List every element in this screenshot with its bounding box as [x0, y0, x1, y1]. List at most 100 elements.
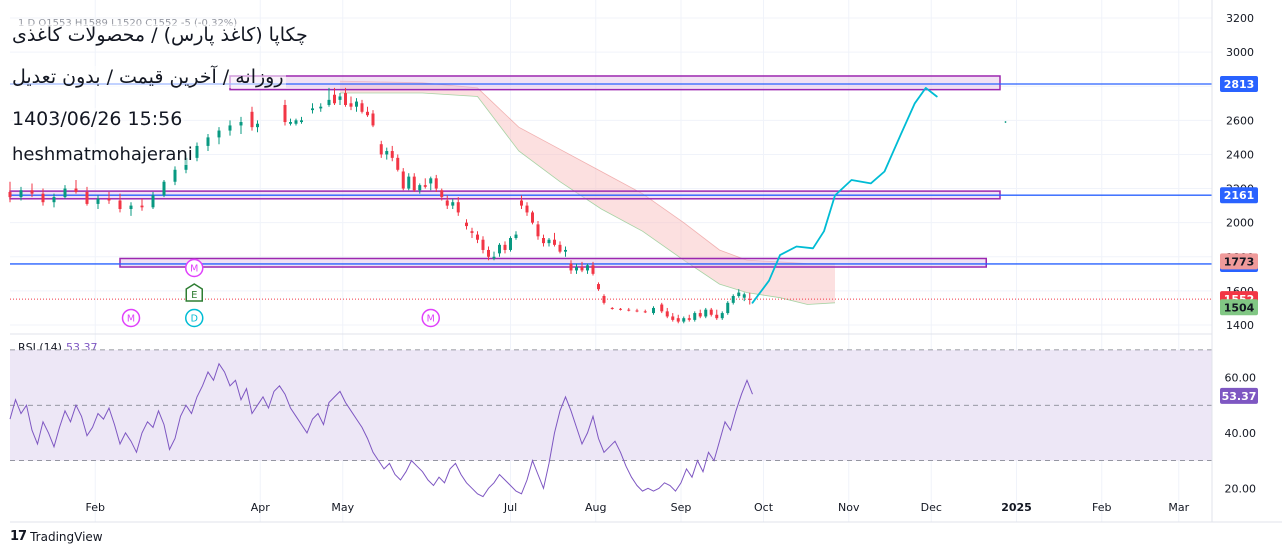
resistance-zone[interactable]: [119, 257, 987, 268]
candle-body: [283, 104, 287, 123]
candle-body: [360, 103, 364, 112]
event-marker-d[interactable]: D: [185, 308, 204, 328]
event-label: M: [127, 314, 135, 325]
candle-body: [737, 292, 741, 297]
candle-body: [333, 94, 336, 104]
candle-body: [429, 178, 433, 184]
candle-body: [547, 239, 551, 244]
candle-body: [520, 200, 523, 206]
candle-body: [610, 307, 614, 309]
price-axis-badge[interactable]: 1504: [1220, 299, 1258, 316]
candle-body: [41, 193, 45, 203]
event-marker-m[interactable]: M: [421, 308, 440, 328]
candle-body: [558, 244, 562, 252]
candle-body: [355, 101, 358, 107]
candle-body: [531, 212, 534, 223]
time-axis-tick[interactable]: Sep: [671, 501, 692, 514]
ohlc-legend: 1 D O1553 H1589 L1520 C1552 -5 (-0.32%): [18, 18, 237, 29]
candle-body: [742, 294, 746, 298]
candle-body: [602, 296, 606, 303]
candle-body: [597, 284, 600, 290]
symbol-title: چکاپا (کاغذ پارس) / محصولات کاغذی: [10, 24, 310, 46]
candle-body: [726, 302, 730, 314]
rsi-axis-tick[interactable]: 60.00: [1225, 372, 1257, 385]
time-axis-tick[interactable]: Oct: [754, 501, 774, 514]
event-marker-m[interactable]: M: [185, 258, 204, 278]
candle-body: [63, 188, 67, 198]
time-axis-tick[interactable]: May: [331, 501, 354, 514]
time-axis-tick[interactable]: 2025: [1001, 501, 1032, 514]
price-axis-badge[interactable]: 1773: [1220, 253, 1258, 270]
axes[interactable]: 1400160018002000220024002600280030003200…: [10, 0, 1282, 523]
candle-body: [162, 181, 166, 196]
candle-body: [418, 185, 422, 191]
earnings-event-shape: [185, 283, 203, 302]
resistance-zone[interactable]: [229, 75, 1001, 91]
candle-body: [74, 188, 78, 192]
candle-body: [385, 151, 389, 155]
candle-body: [206, 137, 210, 146]
price-axis-tick[interactable]: 2600: [1226, 114, 1254, 127]
candle-body: [327, 99, 331, 105]
price-axis-tick[interactable]: 3000: [1226, 46, 1254, 59]
candle-body: [239, 122, 243, 126]
candle-body: [498, 244, 501, 254]
candle-body: [173, 169, 177, 182]
candle-body: [720, 313, 724, 319]
candle-body: [434, 178, 438, 189]
candle-body: [294, 120, 298, 124]
candle-body: [338, 96, 342, 100]
time-axis-tick[interactable]: Aug: [585, 501, 606, 514]
cloud-upper-line: [339, 80, 835, 264]
candle-body: [591, 265, 595, 274]
rsi-pane[interactable]: RSI (14) 53.37: [9, 341, 1212, 498]
candle-body: [445, 200, 449, 206]
time-axis-tick[interactable]: Feb: [86, 501, 105, 514]
candle-body: [487, 249, 490, 257]
candle-body: [514, 234, 518, 239]
candle-body: [465, 222, 468, 227]
badge-background: [1220, 253, 1258, 270]
event-m-circle: [421, 308, 440, 328]
candle-body: [586, 265, 589, 271]
candle-body: [300, 120, 303, 123]
candle-body: [536, 224, 540, 237]
candle-body: [476, 234, 479, 240]
candle-body: [30, 190, 34, 194]
time-axis-tick[interactable]: Nov: [838, 501, 860, 514]
candle-body: [118, 200, 122, 210]
price-axis-badge[interactable]: 2813: [1220, 76, 1258, 93]
time-axis-tick[interactable]: Dec: [921, 501, 942, 514]
badge-label: 2161: [1224, 189, 1255, 202]
price-axis-tick[interactable]: 1400: [1226, 319, 1254, 332]
time-axis-tick[interactable]: Jul: [503, 501, 517, 514]
candle-body: [319, 106, 323, 109]
time-axis-tick[interactable]: Feb: [1092, 501, 1111, 514]
event-marker-m[interactable]: M: [121, 308, 141, 328]
candle-body: [289, 122, 292, 124]
tradingview-logo[interactable]: 17 TradingView: [10, 529, 103, 544]
candle-body: [151, 195, 155, 208]
event-label: D: [191, 314, 198, 325]
rsi-axis-tick[interactable]: 40.00: [1225, 427, 1257, 440]
price-axis-tick[interactable]: 2400: [1226, 148, 1254, 161]
price-pane[interactable]: 1 D O1553 H1589 L1520 C1552 -5 (-0.32%) …: [8, 18, 1213, 328]
event-label: M: [190, 264, 198, 275]
candle-body: [96, 198, 100, 204]
time-axis-tick[interactable]: Apr: [251, 501, 271, 514]
rsi-axis-tick[interactable]: 20.00: [1225, 482, 1257, 495]
price-axis-badge[interactable]: 53.37: [1220, 387, 1258, 404]
candle-body: [379, 144, 383, 155]
candle-body: [693, 313, 697, 320]
candle-body: [698, 313, 702, 317]
projection-arrow[interactable]: [751, 87, 938, 304]
price-axis-tick[interactable]: 2000: [1226, 217, 1254, 230]
event-m-circle: [185, 258, 204, 278]
time-axis-tick[interactable]: Mar: [1168, 501, 1189, 514]
price-axis-badge[interactable]: 2161: [1220, 187, 1258, 204]
rsi-line: [9, 362, 753, 498]
event-marker-e[interactable]: E: [185, 283, 203, 302]
candle-body: [401, 171, 405, 189]
price-axis-tick[interactable]: 3200: [1226, 12, 1254, 25]
